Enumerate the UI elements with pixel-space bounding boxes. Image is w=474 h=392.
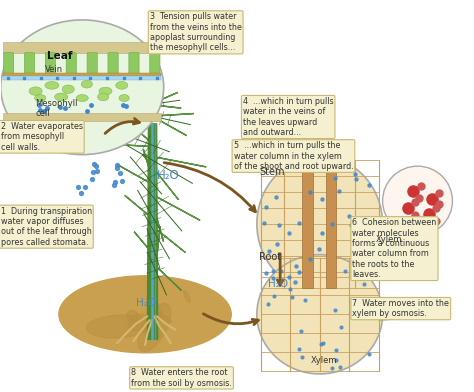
Text: 3  Tension pulls water
from the veins into the
apoplast surrounding
the mesophyl: 3 Tension pulls water from the veins int…: [150, 12, 242, 53]
FancyBboxPatch shape: [3, 42, 161, 53]
FancyBboxPatch shape: [326, 160, 336, 288]
FancyBboxPatch shape: [3, 76, 161, 80]
Ellipse shape: [145, 325, 162, 339]
Ellipse shape: [383, 166, 453, 236]
Ellipse shape: [29, 87, 42, 95]
Text: Stem: Stem: [259, 167, 285, 177]
Text: 7  Water moves into the
xylem by osmosis.: 7 Water moves into the xylem by osmosis.: [352, 299, 449, 318]
Ellipse shape: [127, 311, 138, 321]
Polygon shape: [151, 262, 182, 299]
Text: H₂O: H₂O: [157, 169, 180, 182]
Ellipse shape: [59, 276, 231, 353]
FancyBboxPatch shape: [3, 113, 161, 121]
Ellipse shape: [55, 93, 68, 101]
Polygon shape: [147, 124, 158, 339]
FancyBboxPatch shape: [150, 53, 160, 75]
Ellipse shape: [98, 93, 109, 101]
Polygon shape: [125, 185, 155, 220]
Text: 1  During transpiration
water vapor diffuses
out of the leaf through
pores calle: 1 During transpiration water vapor diffu…: [0, 207, 92, 247]
Ellipse shape: [45, 82, 59, 89]
Ellipse shape: [76, 94, 88, 102]
Text: 8  Water enters the root
from the soil by osmosis.: 8 Water enters the root from the soil by…: [131, 368, 232, 388]
FancyBboxPatch shape: [129, 53, 139, 75]
Ellipse shape: [138, 303, 171, 352]
Text: Vein: Vein: [45, 65, 63, 74]
Ellipse shape: [153, 311, 172, 322]
Ellipse shape: [99, 87, 112, 95]
Text: Xylem: Xylem: [310, 356, 337, 365]
Polygon shape: [150, 93, 181, 108]
FancyBboxPatch shape: [46, 53, 55, 75]
FancyBboxPatch shape: [3, 53, 14, 75]
Ellipse shape: [257, 255, 383, 374]
FancyBboxPatch shape: [24, 53, 35, 75]
FancyBboxPatch shape: [87, 53, 97, 75]
Polygon shape: [117, 149, 155, 185]
Ellipse shape: [119, 94, 129, 102]
Text: 5  ...which in turn pulls the
water column in the xylem
of the shoot and root up: 5 ...which in turn pulls the water colum…: [234, 141, 353, 171]
Ellipse shape: [87, 315, 150, 338]
Polygon shape: [150, 193, 200, 241]
Text: Xylem: Xylem: [375, 235, 402, 244]
Polygon shape: [150, 224, 185, 265]
Polygon shape: [143, 154, 206, 200]
Ellipse shape: [81, 80, 92, 88]
Ellipse shape: [128, 314, 150, 330]
Text: H₂O: H₂O: [136, 298, 156, 308]
Ellipse shape: [184, 290, 190, 302]
Ellipse shape: [35, 94, 46, 102]
Text: 4  ...which in turn pulls
water in the veins of
the leaves upward
and outward...: 4 ...which in turn pulls water in the ve…: [243, 97, 334, 137]
FancyBboxPatch shape: [66, 53, 76, 75]
Text: Root: Root: [259, 252, 281, 261]
Ellipse shape: [147, 296, 162, 317]
Text: Mesophyll
cell: Mesophyll cell: [36, 99, 78, 118]
Text: 2  Water evaporates
from mesophyll
cell walls.: 2 Water evaporates from mesophyll cell w…: [0, 122, 82, 152]
Text: 6  Cohesion between
water molecules
forms a continuous
water column from
the roo: 6 Cohesion between water molecules forms…: [352, 218, 437, 279]
Polygon shape: [107, 118, 157, 147]
Ellipse shape: [62, 85, 74, 93]
FancyBboxPatch shape: [108, 53, 118, 75]
Ellipse shape: [257, 156, 383, 291]
Polygon shape: [134, 226, 160, 258]
Polygon shape: [152, 114, 194, 136]
Text: Leaf: Leaf: [47, 51, 73, 62]
FancyBboxPatch shape: [302, 160, 313, 288]
FancyBboxPatch shape: [3, 73, 161, 76]
Ellipse shape: [116, 82, 128, 89]
Ellipse shape: [0, 20, 164, 154]
Text: H₂O: H₂O: [268, 279, 289, 289]
